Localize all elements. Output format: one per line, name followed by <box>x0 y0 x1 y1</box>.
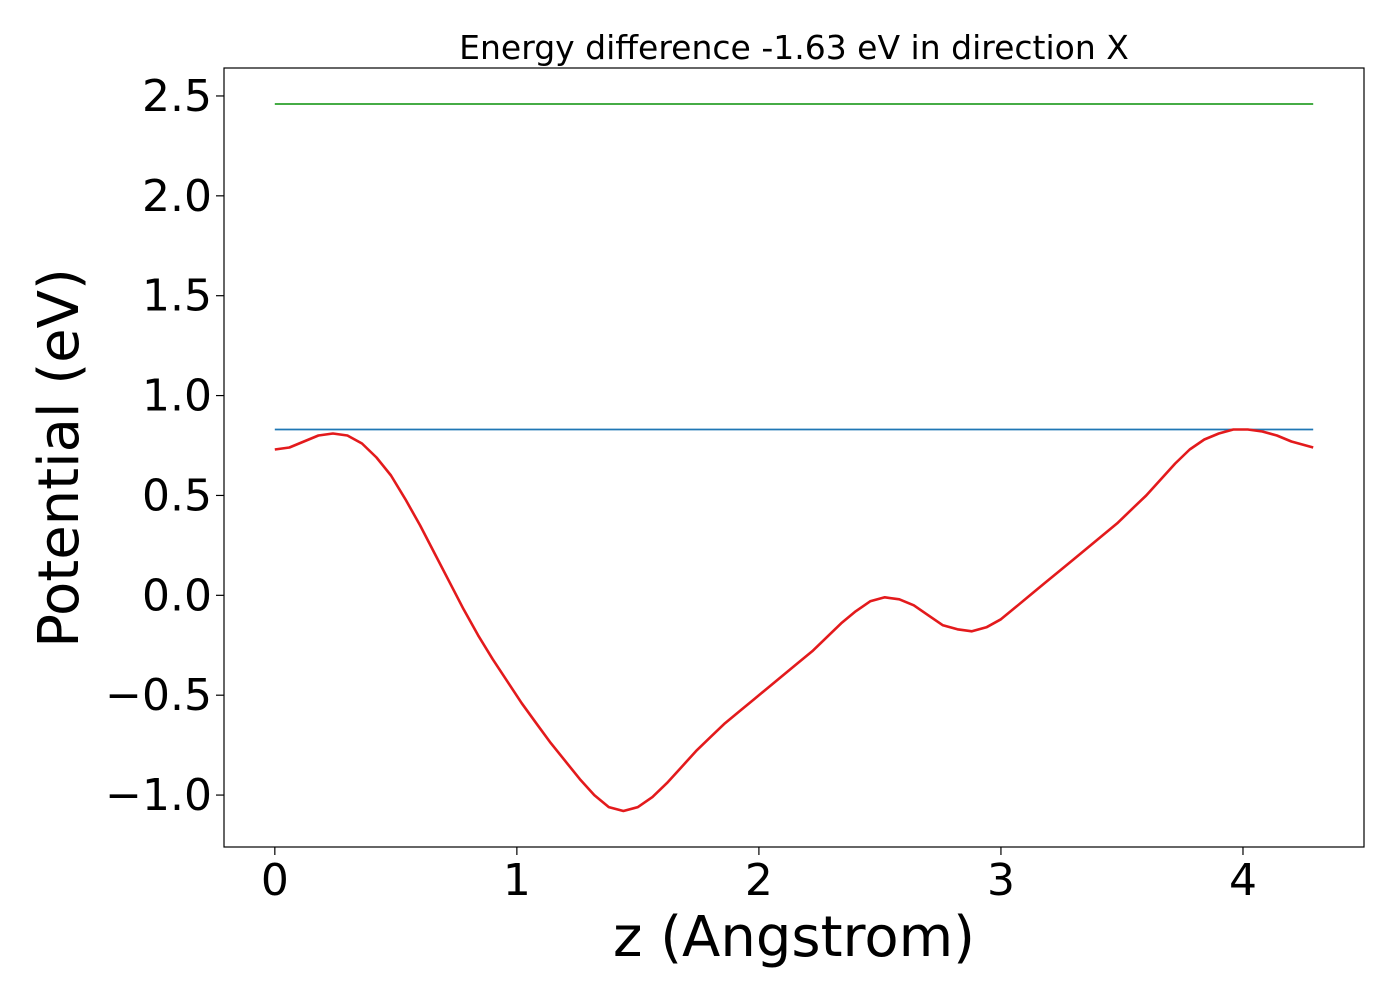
y-tick-label: 0.0 <box>142 570 212 621</box>
y-tick-label: 2.5 <box>142 71 212 122</box>
x-tick-label: 1 <box>503 855 531 906</box>
y-tick-label: 2.0 <box>142 171 212 222</box>
y-tick-label: 0.5 <box>142 470 212 521</box>
series-potential-line <box>274 428 1314 813</box>
x-tick-label: 0 <box>261 855 289 906</box>
y-axis-title: Potential (eV) <box>27 268 92 648</box>
x-tick-label: 4 <box>1229 855 1257 906</box>
chart-title: Energy difference -1.63 eV in direction … <box>459 28 1129 67</box>
x-axis-title: z (Angstrom) <box>613 905 975 970</box>
y-axis-ticks: −1.0 −0.5 0.0 0.5 1.0 1.5 2.0 2.5 <box>105 71 224 821</box>
y-tick-label: 1.0 <box>142 371 212 422</box>
y-tick-label: −1.0 <box>105 770 212 821</box>
x-tick-label: 3 <box>987 855 1015 906</box>
y-tick-label: −0.5 <box>105 670 212 721</box>
y-tick-label: 1.5 <box>142 271 212 322</box>
x-tick-label: 2 <box>745 855 773 906</box>
x-axis-ticks: 0 1 2 3 4 <box>261 847 1257 906</box>
series-layer <box>274 103 1314 813</box>
plot-frame <box>223 67 1365 848</box>
